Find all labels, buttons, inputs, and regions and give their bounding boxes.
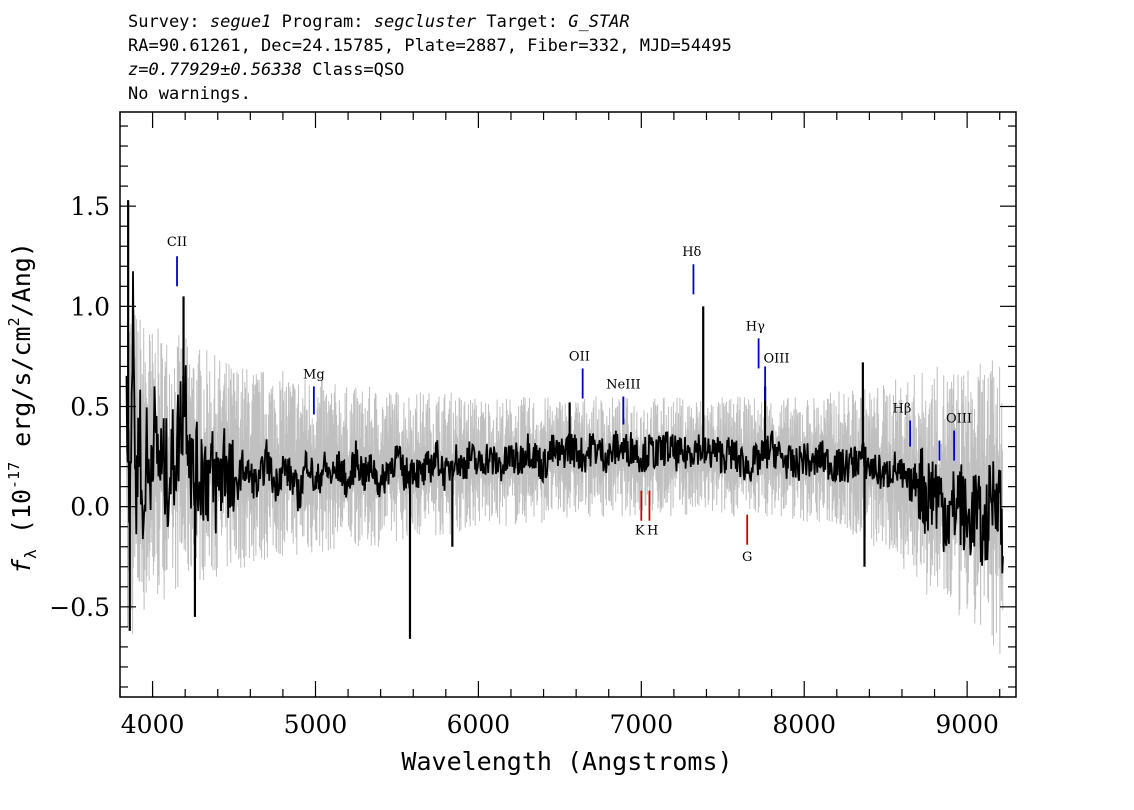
y-tick-label-1: 0.0 [70, 493, 110, 522]
smoothed-flux-series [125, 271, 1004, 574]
target-label: Target: [486, 12, 558, 32]
survey-label: Survey: [128, 12, 200, 32]
program-label: Program: [281, 12, 364, 32]
y-tick-label-0: −0.5 [49, 593, 110, 622]
y-tick-label-3: 1.0 [70, 292, 110, 321]
emission-label-5: Hγ [746, 319, 765, 334]
absorption-label-0: K [635, 524, 645, 539]
header-line-3: z=0.77929±0.56338 Class=QSO [128, 58, 732, 82]
emission-label-3: NeIII [606, 377, 640, 392]
y-axis-title-exp: -17 [5, 462, 23, 489]
y-tick-label-4: 1.5 [70, 192, 110, 221]
plot-area: CII Mg OII NeIII Hδ Hγ OIII Hβ OIII K H G [125, 200, 1004, 654]
x-tick-label-2: 6000 [447, 710, 511, 739]
y-axis-title-f: f [7, 558, 36, 574]
warnings-text: No warnings. [128, 84, 251, 104]
survey-value: segue1 [209, 12, 272, 32]
program-value: segcluster [373, 12, 477, 32]
y-axis-title: fλ (10-17 erg/s/cm2/Ang) [5, 242, 40, 574]
emission-label-8: OIII [946, 412, 972, 427]
y-tick-label-2: 0.5 [70, 393, 110, 422]
absorption-label-2: G [742, 550, 752, 565]
plot-frame [119, 111, 1017, 698]
y-axis-title-exp2: 2 [5, 317, 23, 326]
y-axis-title-end: /Ang) [7, 242, 36, 317]
y-axis-title-main: (10 [7, 489, 36, 549]
raw-flux-series [126, 312, 1004, 654]
emission-label-2: OII [569, 349, 590, 364]
class-value: Class=QSO [312, 60, 405, 80]
emission-label-1: Mg [303, 367, 325, 382]
absorption-label-1: H [647, 524, 658, 539]
x-tick-label-1: 5000 [284, 710, 348, 739]
x-tick-label-0: 4000 [121, 710, 185, 739]
redshift-value: z=0.77929±0.56338 [128, 60, 302, 80]
y-axis-title-sub: λ [21, 549, 40, 559]
emission-label-7: Hβ [893, 402, 912, 417]
header-line-2: RA=90.61261, Dec=24.15785, Plate=2887, F… [128, 36, 732, 56]
x-tick-label-5: 9000 [935, 710, 999, 739]
emission-label-0: CII [167, 235, 187, 250]
spectrum-header: Survey: segue1 Program: segcluster Targe… [128, 10, 732, 106]
x-tick-label-3: 7000 [609, 710, 673, 739]
x-tick-label-4: 8000 [772, 710, 836, 739]
axes: 4000 5000 6000 7000 8000 9000 −0.5 0.0 0.5 1.0 1.5 [49, 111, 1017, 739]
target-value: G_STAR [568, 12, 630, 32]
emission-label-4: Hδ [682, 245, 701, 260]
y-axis-title-unit: erg/s/cm [7, 326, 36, 461]
x-axis-title: Wavelength (Angstroms) [401, 747, 732, 776]
emission-label-6: OIII [763, 351, 789, 366]
header-line-1: Survey: segue1 Program: segcluster Targe… [128, 10, 732, 34]
